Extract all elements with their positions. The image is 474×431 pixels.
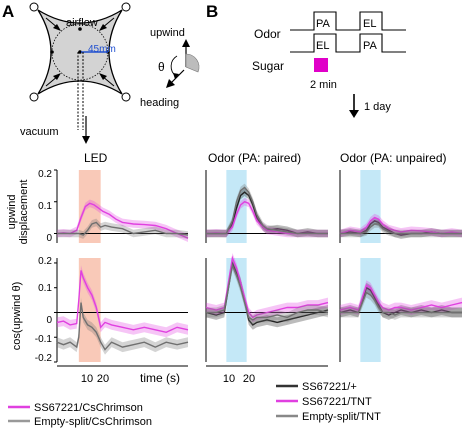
legend-right-1: SS67221/TNT [302,396,372,408]
ytick-bottom-4: -0.2 [35,353,53,364]
heading-label: heading [140,97,179,109]
heading-arrow-icon [166,79,175,88]
odor-trace-top [290,11,406,31]
arena-port-bl [29,92,39,102]
ylabel-bottom: cos(upwind θ) [11,282,23,350]
stimulus-shade [78,258,101,362]
arena-port-tl [29,2,39,12]
xtick-b-10: 10 [223,373,235,385]
series-line-0 [56,202,189,239]
ytick-top-2: 0 [46,233,52,244]
chart-A-bottom [54,258,189,363]
chart-B-paired-bottom [205,253,329,362]
arena-port-br [121,92,131,102]
ytick-top-1: 0.1 [38,201,52,212]
error-band-0 [57,265,188,338]
upwind-label: upwind [150,27,185,39]
legend-right-0: SS67221/+ [302,381,357,393]
ytick-bottom-0: 0.2 [38,256,52,267]
heading-diagram [166,39,200,88]
xtick-a-20: 20 [97,373,109,385]
series-line-1 [57,221,189,236]
series-line-1 [339,216,463,235]
ytick-top-0: 0.2 [38,169,52,180]
panel-label-b: B [206,2,218,21]
chart-B-unpaired-top [339,170,463,243]
pulse-bottom-2: PA [363,40,378,52]
paired-title: Odor (PA: paired) [208,151,301,165]
chart-A-top [54,169,189,243]
stimulus-shade [360,258,381,362]
series-line-2 [340,291,462,316]
ytick-bottom-3: -0.1 [35,334,53,345]
legend-left-1: Empty-split/CsChrimson [34,416,152,428]
xlabel: time (s) [140,371,180,385]
xtick-b-20: 20 [243,373,255,385]
series-line-0 [56,270,189,334]
arena-port-tr [121,2,131,12]
odor-label: Odor [254,27,281,41]
panel-label-a: A [2,2,14,21]
theta-label: θ [158,60,165,74]
stimulus-shade [78,170,101,243]
ylabel-top-line2: displacement [18,180,30,245]
duration-label: 2 min [310,79,337,91]
error-band-0 [57,199,188,242]
ytick-bottom-1: 0.1 [38,283,52,294]
vacuum-label: vacuum [20,126,59,138]
delay-label: 1 day [364,101,391,113]
upwind-arrow-icon [182,39,190,47]
sugar-label: Sugar [252,59,284,73]
airflow-label: airflow [66,17,98,29]
legend-right-2: Empty-split/TNT [302,411,381,423]
ytick-bottom-2: 0 [46,315,52,326]
series-line-1 [56,302,189,351]
error-band-0 [340,282,462,320]
ylabel-top-line1: upwind [6,195,18,230]
legend-left-0: SS67221/CsChrimson [34,402,143,414]
diameter-label: 45mm [88,44,116,55]
pulse-top-2: EL [363,18,376,30]
odor-trace-bottom [290,33,406,53]
stimulus-shade [360,170,381,243]
chart-B-unpaired-bottom [339,258,463,362]
arena-schematic [29,2,131,144]
series-line-1 [205,255,329,319]
xtick-a-10: 10 [81,373,93,385]
series-line-1 [339,284,463,311]
delay-arrow-icon [349,110,359,118]
trace-plots [54,169,463,367]
pulse-top-1: PA [316,18,331,30]
pulse-bottom-1: EL [316,40,329,52]
series-line-2 [206,186,328,235]
chart-B-paired-top [205,170,328,243]
series-line-2 [340,223,462,235]
error-band-1 [57,297,188,355]
error-band-2 [206,183,328,238]
led-title: LED [84,151,108,165]
sugar-block [314,58,328,72]
series-line-2 [206,262,329,321]
unpaired-title: Odor (PA: unpaired) [340,151,447,165]
protocol-diagram [290,11,406,118]
